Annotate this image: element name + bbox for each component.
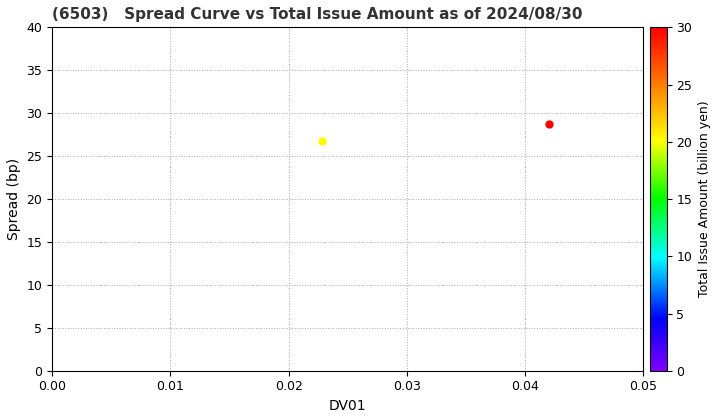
Y-axis label: Spread (bp): Spread (bp) (7, 158, 21, 240)
Point (543, 121, 554, 128)
Point (316, 138, 328, 145)
Text: (6503)   Spread Curve vs Total Issue Amount as of 2024/08/30: (6503) Spread Curve vs Total Issue Amoun… (52, 7, 582, 22)
X-axis label: DV01: DV01 (329, 399, 366, 413)
Y-axis label: Total Issue Amount (billion yen): Total Issue Amount (billion yen) (698, 101, 711, 297)
